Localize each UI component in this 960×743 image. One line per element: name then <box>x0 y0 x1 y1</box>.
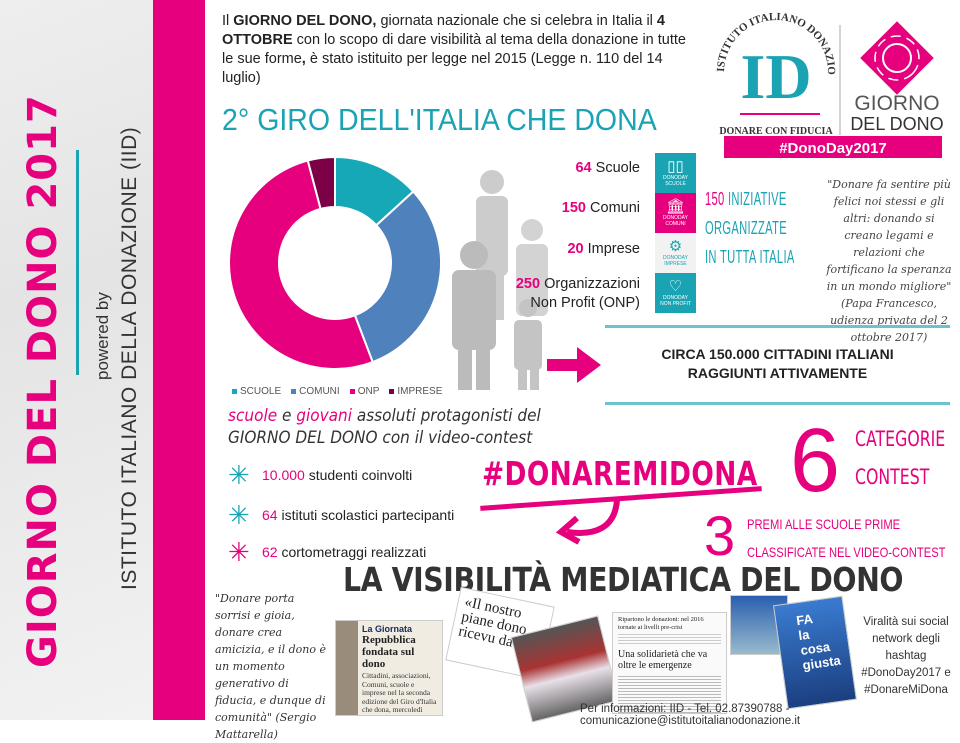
hashtag-banner: #DonoDay2017 <box>779 140 887 157</box>
donut-slice-imprese <box>306 155 336 211</box>
divider <box>605 402 950 405</box>
clip-body: Cittadini, associazioni, Comuni, scuole … <box>362 671 437 714</box>
gears-icon: ⚙ <box>668 238 683 255</box>
svg-text:DEL DONO: DEL DONO <box>850 114 943 134</box>
book-icon: ▯▯ <box>667 158 684 175</box>
asterisk-icon: ✳ <box>228 500 250 530</box>
bullet-item: ✳ 64 istituti scolastici partecipanti <box>228 500 455 530</box>
viral-text: Viralità sui social network degli hashta… <box>861 616 951 696</box>
divider <box>605 325 950 328</box>
tv-screenshot: FA la cosa giusta <box>773 595 857 710</box>
building-icon: 🏛 <box>665 198 686 215</box>
news-clipping: Ripartono le donazioni: nel 2016 tornate… <box>612 612 727 714</box>
pink-stripe <box>153 0 205 720</box>
contest-intro: scuole e giovani assoluti protagonisti d… <box>228 406 541 448</box>
legend-item-imprese: IMPRESE <box>389 386 442 397</box>
side-title: GIORNO DEL DONO 2017 <box>20 94 66 668</box>
arrow-right-icon <box>547 347 601 383</box>
categories-count: 6 <box>790 411 841 511</box>
donut-slice-onp <box>228 159 374 370</box>
divider <box>76 150 79 375</box>
donut-slice-comuni <box>353 190 442 364</box>
asterisk-icon: ✳ <box>228 460 250 490</box>
logo-mark: ID <box>740 41 811 112</box>
papa-quote: "Donare fa sentire più felici noi stessi… <box>826 178 952 344</box>
media-title: LA VISIBILITÀ MEDIATICA DEL DONO <box>343 560 904 599</box>
contact-info: Per informazioni: IID - Tel. 02.87390788… <box>580 703 801 727</box>
svg-text:DONARE CON FIDUCIA: DONARE CON FIDUCIA <box>719 126 833 137</box>
svg-text:GIORNO: GIORNO <box>854 92 939 115</box>
tile-comuni: 🏛 DONODAY COMUNI <box>655 193 696 233</box>
donut-chart <box>228 155 442 370</box>
intro-text: Il GIORNO DEL DONO, giornata nazionale c… <box>222 13 686 86</box>
prizes-count: 3 <box>704 504 736 567</box>
hashtag-title: #DONAREMIDONA <box>482 454 758 493</box>
bullet-item: ✳ 10.000 studenti coinvolti <box>228 460 413 490</box>
news-clipping: La Giornata Repubblica fondata sul dono … <box>335 620 443 716</box>
categories-label: CATEGORIE CONTEST <box>855 427 946 489</box>
institute-name: ISTITUTO ITALIANO DELLA DONAZIONE (IID) <box>118 126 141 590</box>
legend-item-scuole: SCUOLE <box>232 386 281 397</box>
stats-list: 64 Scuole 150 Comuni 20 Imprese 250 Orga… <box>515 160 640 311</box>
chart-legend: SCUOLE COMUNI ONP IMPRESE <box>232 386 442 397</box>
heart-icon: ♡ <box>668 278 683 295</box>
mattarella-quote: "Donare porta sorrisi e gioia, donare cr… <box>215 592 326 741</box>
tile-imprese: ⚙ DONODAY IMPRESE <box>655 233 696 273</box>
tile-non-profit: ♡ DONODAY NON PROFIT <box>655 273 696 313</box>
section-title: 2° GIRO DELL'ITALIA CHE DONA <box>222 102 657 137</box>
bullet-item: ✳ 62 cortometraggi realizzati <box>228 537 427 567</box>
logo: ISTITUTO ITALIANO DONAZIONE ID DONARE CO… <box>708 1 948 158</box>
people-icon <box>452 170 548 390</box>
asterisk-icon: ✳ <box>228 537 250 567</box>
legend-item-onp: ONP <box>349 386 379 397</box>
citizens-reached: CIRCA 150.000 CITTADINI ITALIANI RAGGIUNT… <box>661 346 894 381</box>
iniziative-text: 150 INIZIATIVE ORGANIZZATE IN TUTTA ITALIA <box>705 189 795 267</box>
powered-by: powered by <box>93 292 112 380</box>
prizes-label: PREMI ALLE SCUOLE PRIME CLASSIFICATE NEL … <box>747 516 946 560</box>
tile-scuole: ▯▯ DONODAY SCUOLE <box>655 153 696 193</box>
legend-item-comuni: COMUNI <box>291 386 340 397</box>
curved-arrow-icon <box>555 499 620 545</box>
side-panel: GIORNO DEL DONO 2017 powered by ISTITUTO… <box>0 0 153 720</box>
